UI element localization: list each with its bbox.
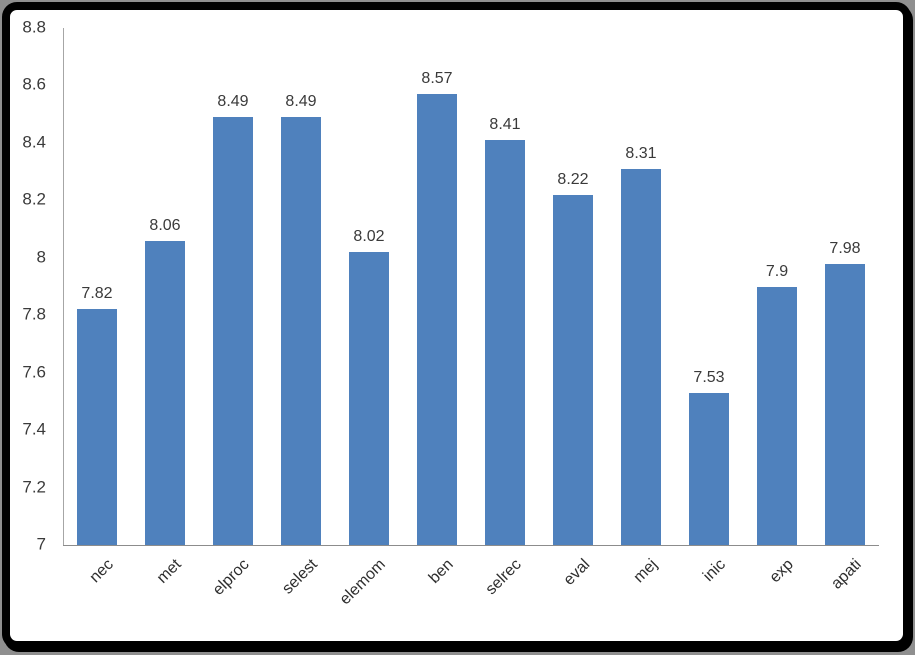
bar-value-label: 8.31 [625, 144, 657, 162]
y-tick-label: 7 [36, 534, 46, 554]
x-category-label: mej [630, 556, 662, 587]
y-tick-label: 7.2 [22, 477, 46, 497]
bar-slot: 7.82 [63, 28, 131, 545]
bar-slot: 8.49 [267, 28, 335, 545]
x-category-label: met [154, 556, 186, 587]
bar-slot: 8.49 [199, 28, 267, 545]
x-category-label: ben [426, 556, 458, 587]
bar [689, 392, 729, 545]
bar-slot: 8.41 [471, 28, 539, 545]
bar-value-label: 8.57 [421, 70, 453, 88]
x-axis-category-labels: nec met elproc selest elemom ben selrec eval mej… [63, 551, 879, 637]
bar-value-label: 7.98 [829, 239, 861, 257]
bar [553, 194, 593, 545]
bar-slot: 8.57 [403, 28, 471, 545]
bar-slot: 8.02 [335, 28, 403, 545]
bar [417, 94, 457, 545]
bar [349, 252, 389, 545]
bar-value-label: 7.82 [81, 285, 113, 303]
y-tick-label: 8.4 [22, 132, 46, 152]
bar [621, 168, 661, 545]
y-tick-label: 8.8 [22, 17, 46, 37]
y-axis-line [63, 28, 64, 545]
bar-value-label: 8.06 [149, 216, 181, 234]
bar-value-label: 8.49 [285, 93, 317, 111]
bar-slot: 8.06 [131, 28, 199, 545]
y-tick-label: 7.6 [22, 362, 46, 382]
x-category-label: selest [279, 556, 322, 598]
bar [485, 140, 525, 545]
x-category-label: nec [86, 556, 118, 587]
y-axis-tick-labels: 8.8 8.6 8.4 8.2 8 7.8 7.6 7.4 7.2 7 [0, 18, 46, 554]
bar-value-label: 8.49 [217, 93, 249, 111]
bar-value-label: 8.41 [489, 116, 521, 134]
x-category-label: elemom [336, 556, 390, 609]
x-category-label: eval [560, 556, 594, 589]
bar-slot: 7.9 [743, 28, 811, 545]
x-category-label: inic [700, 556, 730, 586]
bar [77, 309, 117, 545]
y-tick-label: 8.2 [22, 189, 46, 209]
bar-slot: 7.98 [811, 28, 879, 545]
x-category-label: selrec [482, 556, 526, 599]
x-axis-line [63, 545, 879, 546]
bar-value-label: 7.9 [765, 262, 789, 280]
bar-value-label: 7.53 [693, 368, 725, 386]
x-category-label: elproc [210, 556, 254, 599]
bar [825, 263, 865, 545]
x-category-label: apati [828, 556, 866, 593]
bar-value-label: 8.22 [557, 170, 589, 188]
bar-slot: 8.31 [607, 28, 675, 545]
y-tick-label: 7.4 [22, 419, 46, 439]
bar [213, 117, 253, 545]
bar [281, 117, 321, 545]
y-tick-label: 8 [36, 247, 46, 267]
y-tick-label: 8.6 [22, 75, 46, 95]
bar [757, 286, 797, 545]
bar [145, 240, 185, 545]
bar-slot: 7.53 [675, 28, 743, 545]
bar-value-label: 8.02 [353, 228, 385, 246]
plot-area: 7.82 8.06 8.49 8.49 8.02 8.57 8.41 8.22 8.31 7.53… [63, 28, 879, 546]
x-category-label: exp [766, 556, 798, 587]
y-tick-label: 7.8 [22, 304, 46, 324]
bar-slot: 8.22 [539, 28, 607, 545]
